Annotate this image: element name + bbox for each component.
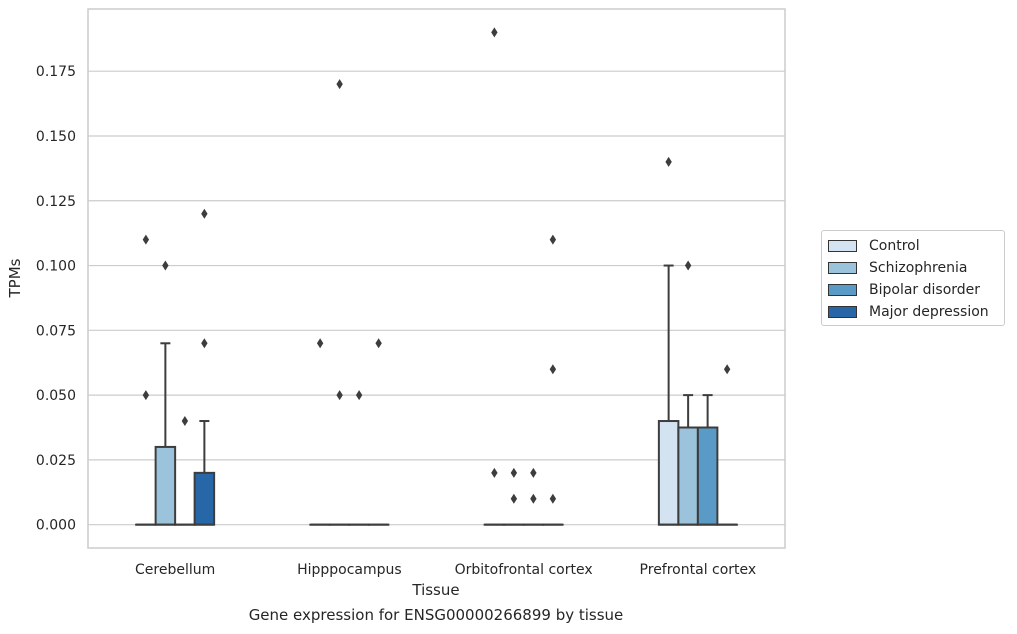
legend-label: Schizophrenia: [869, 260, 968, 276]
box-group: [154, 260, 177, 526]
y-tick-labels: 0.000 0.025 0.050 0.075 0.100 0.125 0.150 0.175: [36, 64, 76, 533]
x-tick-labels: Cerebellum Hipppocampus Orbitofrontal cort…: [135, 562, 756, 578]
outlier-point: [510, 467, 518, 478]
outlier-point: [549, 493, 557, 504]
y-tick-label: 0.100: [36, 259, 76, 275]
outlier-point: [201, 208, 208, 219]
legend-label: Bipolar disorder: [869, 282, 981, 298]
x-tick-label: Prefrontal cortex: [640, 562, 757, 578]
box: [193, 471, 216, 526]
x-tick-label: Hipppocampus: [297, 562, 402, 578]
outlier-point: [549, 234, 557, 245]
box-group: [174, 416, 196, 526]
legend-item-major-depression: Major depression: [828, 301, 989, 323]
plot-frame: [87, 8, 786, 549]
outlier-point: [510, 493, 518, 504]
box-group: [348, 390, 370, 526]
legend-item-bipolar-disorder: Bipolar disorder: [828, 279, 980, 301]
box-group: [696, 394, 719, 526]
outlier-point: [316, 338, 324, 349]
x-tick-label: Cerebellum: [135, 562, 215, 578]
legend: Control Schizophrenia Bipolar disorder M…: [821, 230, 1005, 326]
outlier-point: [336, 79, 343, 90]
box: [154, 445, 177, 526]
outlier-point: [723, 364, 731, 375]
outlier-point: [181, 416, 189, 427]
legend-item-schizophrenia: Schizophrenia: [828, 257, 967, 279]
legend-item-control: Control: [828, 235, 920, 257]
box-group: [309, 338, 331, 526]
outlier-point: [336, 390, 343, 401]
y-tick-label: 0.075: [36, 323, 76, 339]
outlier-point: [665, 156, 672, 167]
box-group: [367, 338, 390, 526]
legend-label: Control: [869, 238, 920, 254]
y-tick-label: 0.175: [36, 64, 76, 80]
legend-label: Major depression: [869, 304, 989, 320]
outlier-point: [355, 390, 363, 401]
outlier-point: [684, 260, 692, 271]
y-tick-label: 0.150: [36, 129, 76, 145]
box-group: [503, 467, 525, 526]
box-group: [522, 467, 545, 526]
box-group: [677, 260, 699, 526]
box-group: [328, 79, 351, 526]
y-tick-label: 0.025: [36, 453, 76, 469]
box-group: [542, 234, 564, 526]
y-axis-title: TPMs: [6, 258, 24, 298]
legend-swatch-control: [828, 240, 857, 252]
outlier-point: [491, 467, 498, 478]
box: [657, 420, 680, 526]
legend-swatch-schizophrenia: [828, 262, 857, 274]
x-axis-title: Tissue: [411, 581, 459, 599]
box-group: [135, 234, 157, 526]
outlier-point: [491, 27, 498, 38]
y-tick-label: 0.050: [36, 388, 76, 404]
legend-swatch-bipolar-disorder: [828, 284, 857, 296]
box: [677, 426, 699, 526]
x-tick-label: Orbitofrontal cortex: [455, 562, 593, 578]
outlier-point: [375, 338, 382, 349]
box-group: [483, 27, 506, 526]
outlier-point: [142, 390, 150, 401]
outlier-point: [530, 467, 537, 478]
y-tick-label: 0.125: [36, 194, 76, 210]
chart-caption: Gene expression for ENSG00000266899 by t…: [248, 606, 624, 624]
box-plot-marks: [135, 27, 738, 526]
y-tick-label: 0.000: [36, 518, 76, 534]
box-group: [193, 208, 216, 526]
box: [696, 426, 719, 526]
outlier-point: [201, 338, 208, 349]
outlier-point: [530, 493, 537, 504]
outlier-point: [549, 364, 557, 375]
outlier-point: [142, 234, 150, 245]
box-group: [716, 364, 738, 526]
legend-swatch-major-depression: [828, 306, 857, 318]
box-group: [657, 156, 680, 526]
outlier-point: [162, 260, 169, 271]
